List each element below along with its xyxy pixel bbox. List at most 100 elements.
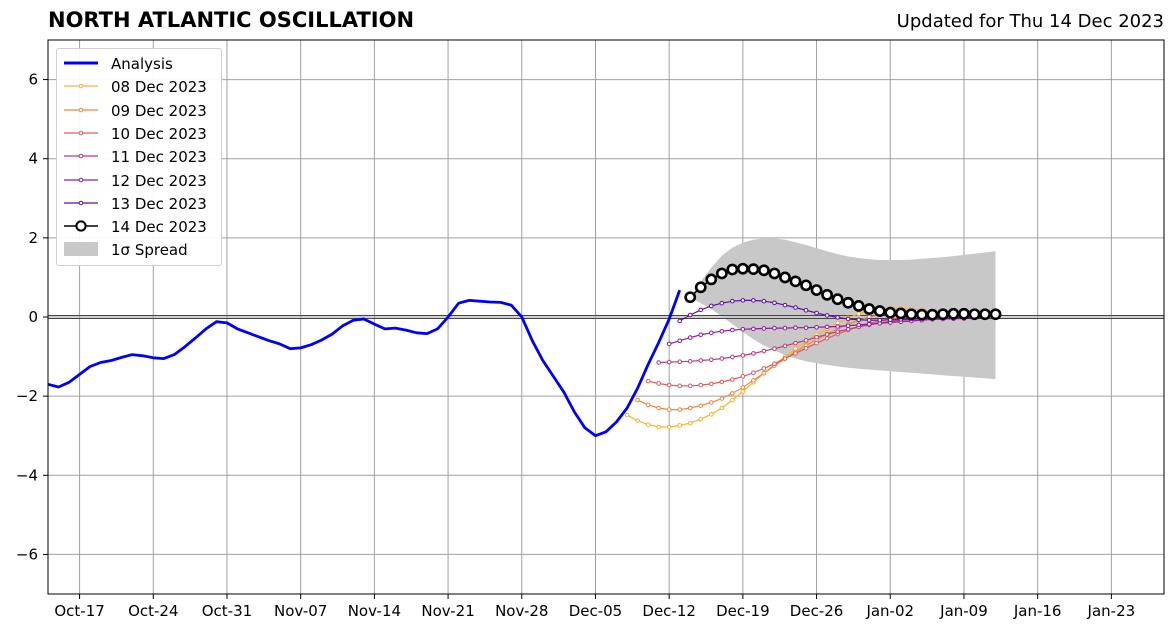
data-point [947, 307, 960, 320]
data-point [845, 323, 851, 329]
legend-marker [78, 83, 84, 89]
x-tick-label: Dec-12 [642, 602, 696, 620]
data-point [705, 273, 718, 286]
data-point [772, 346, 777, 351]
data-point [845, 316, 851, 322]
data-point [694, 281, 707, 294]
legend-item: 1σ Spread [63, 239, 218, 259]
x-tick-label: Jan-16 [1013, 602, 1062, 620]
data-point [656, 381, 661, 386]
data-point [698, 332, 704, 338]
data-point [715, 267, 728, 280]
data-point [666, 341, 672, 347]
data-point [761, 326, 767, 331]
spread-area [690, 238, 996, 380]
data-point [800, 279, 812, 292]
data-point [814, 310, 819, 316]
x-tick-label: Nov-28 [495, 602, 548, 620]
data-point [758, 264, 770, 277]
data-point [645, 402, 651, 408]
data-point [708, 412, 714, 417]
data-point [793, 351, 798, 356]
data-point [687, 359, 693, 364]
data-point [789, 275, 802, 288]
data-point [635, 418, 640, 423]
data-point [751, 378, 756, 383]
data-point [740, 353, 746, 358]
legend-label: 13 Dec 2023 [111, 194, 207, 213]
y-tick-label: 6 [28, 71, 38, 89]
data-point [772, 325, 777, 331]
x-tick-label: Jan-23 [1087, 602, 1136, 620]
legend-marker [78, 177, 84, 182]
chart-legend: Analysis 08 Dec 2023 09 Dec 2023 10 Dec 202… [56, 48, 222, 266]
data-point [719, 405, 725, 411]
data-point [793, 340, 798, 346]
legend-label: 1σ Spread [111, 241, 188, 260]
legend-item: 10 Dec 2023 [63, 123, 218, 143]
legend-marker [78, 153, 84, 159]
x-tick-label: Dec-19 [716, 602, 770, 620]
legend-label: 08 Dec 2023 [111, 78, 207, 97]
chart-title: NORTH ATLANTIC OSCILLATION [48, 8, 415, 32]
data-point [751, 351, 756, 356]
data-point [656, 405, 661, 411]
data-point [937, 308, 949, 321]
legend-swatch [64, 61, 98, 65]
data-point [687, 383, 693, 389]
data-point [803, 338, 809, 343]
data-point [687, 405, 693, 411]
data-point [761, 298, 767, 304]
data-point [877, 317, 883, 323]
legend-item: Analysis [63, 53, 218, 73]
legend-marker [75, 220, 87, 232]
y-tick-label: 2 [28, 229, 38, 247]
data-point [740, 389, 746, 394]
x-tick-label: Nov-07 [274, 602, 327, 620]
data-point [698, 416, 704, 422]
data-point [989, 308, 1002, 321]
data-point [730, 298, 735, 304]
data-point [687, 335, 693, 340]
x-tick-label: Oct-17 [54, 602, 104, 620]
data-point [645, 378, 651, 384]
data-point [894, 307, 907, 320]
legend-swatch [64, 242, 98, 257]
x-tick-label: Nov-14 [348, 602, 401, 620]
data-point [656, 360, 661, 365]
data-point [730, 391, 735, 396]
data-point [740, 298, 746, 303]
legend-item: 08 Dec 2023 [63, 76, 218, 96]
data-point [835, 329, 840, 334]
legend-swatch [64, 130, 98, 136]
data-point [768, 267, 781, 280]
data-point [687, 312, 693, 318]
data-point [666, 359, 672, 365]
data-point [958, 307, 970, 320]
data-point [810, 284, 823, 296]
data-point [730, 397, 735, 403]
data-point [666, 424, 672, 430]
data-point [856, 322, 861, 328]
y-tick-label: 0 [28, 308, 38, 326]
x-tick-label: Jan-02 [865, 602, 914, 620]
data-point [747, 263, 760, 276]
data-point [687, 420, 693, 426]
data-point [915, 308, 928, 321]
data-point [824, 336, 830, 341]
data-point [677, 383, 682, 389]
legend-marker [78, 200, 84, 206]
legend-marker [78, 107, 84, 112]
data-point [814, 334, 819, 340]
data-point [863, 303, 876, 315]
data-point [793, 325, 798, 330]
data-point [835, 324, 840, 329]
data-point [708, 330, 714, 336]
legend-item: 09 Dec 2023 [63, 100, 218, 120]
data-point [719, 328, 725, 334]
axes: 6 4 2 0 −2 −4 −6 Oct-17 Oct-24 Oct-31 Nov-07 Nov-14… [16, 39, 1165, 620]
data-point [677, 407, 682, 412]
legend-swatch [64, 107, 98, 112]
data-point [968, 308, 981, 321]
data-point [740, 326, 746, 332]
